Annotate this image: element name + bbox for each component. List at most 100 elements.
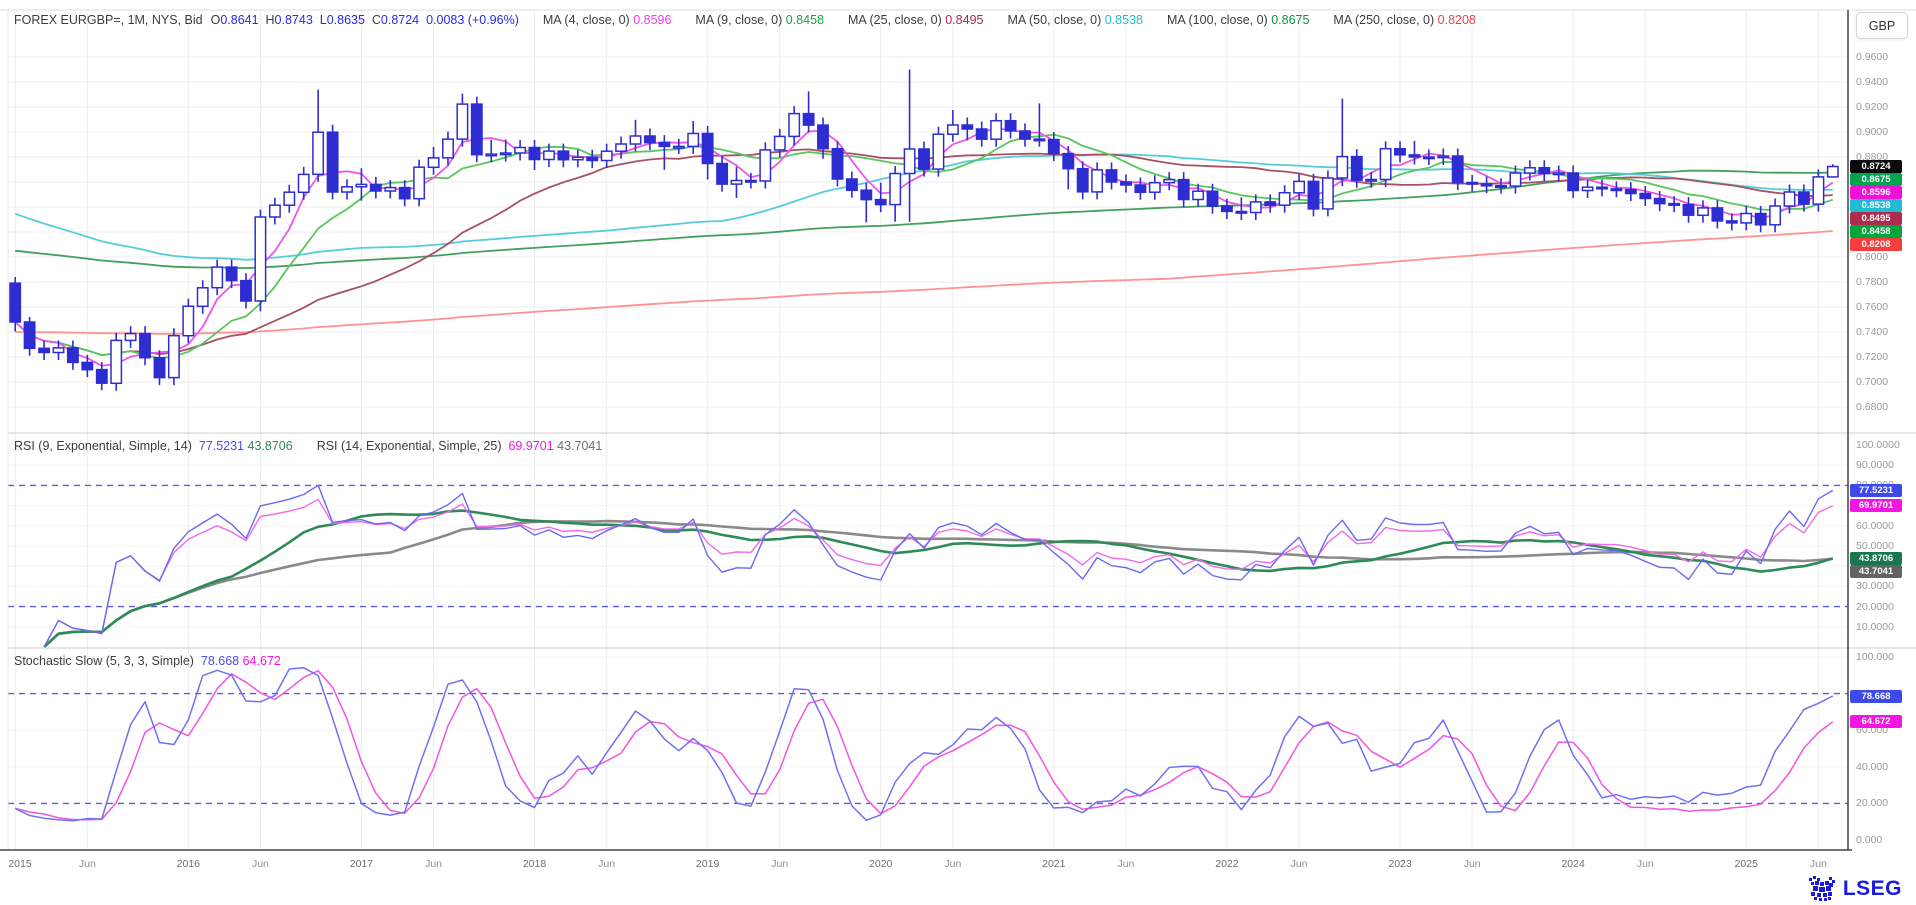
ohlc-letter: O [210,13,221,27]
ohlc-letter: H [265,13,275,27]
ohlc-item: L0.8635 [320,13,365,27]
rsi-value: 69.9701 [508,439,554,453]
rsi-badge: 43.8706 [1850,551,1902,565]
time-axis-tick-year: 2015 [8,858,32,870]
ohlc-value: 0.8635 [326,13,365,27]
ohlc-letter: L [319,13,327,27]
rsi-axis-tick: 50.0000 [1856,540,1894,552]
lseg-wordmark: LSEG [1842,876,1902,900]
time-axis-tick-jun: Jun [598,858,616,870]
rsi-axis-tick: 20.0000 [1856,600,1894,613]
instrument-title: FOREX EURGBP=, 1M, NYS, Bid [14,13,203,27]
rsi-axis-tick: 30.0000 [1856,580,1894,593]
price-badge: 0.8538 [1850,199,1902,212]
rsi-label: RSI (14, Exponential, Simple, 25) [316,439,505,453]
ma-label: MA (9, close, 0) [695,13,786,27]
rsi-badge: 77.5231 [1850,483,1902,497]
ohlc-value: 0.8743 [274,13,313,27]
time-axis-tick-jun: Jun [251,858,269,870]
stochastic-legend: Stochastic Slow (5, 3, 3, Simple) 78.668… [14,654,281,668]
time-axis-tick-jun: Jun [1290,858,1308,870]
price-axis-tick: 0.9200 [1856,101,1889,113]
stochastic-badge: 64.672 [1850,715,1902,729]
rsi-axis-tick: 100.0000 [1856,439,1900,451]
vertical-gridlines [14,10,1819,850]
time-axis-tick-jun: Jun [425,858,442,870]
price-axis-tick: 0.9000 [1856,126,1889,138]
stochastic-axis-tick: 20.000 [1856,797,1889,810]
stochastic-label: Stochastic Slow (5, 3, 3, Simple) [14,654,198,668]
time-axis-tick-year: 2024 [1561,858,1585,870]
main-chart-legend: FOREX EURGBP=, 1M, NYS, Bid O0.8641 H0.87… [14,13,1476,27]
spacer [259,13,266,27]
ma-label: MA (50, close, 0) [1007,13,1105,27]
rsi-axis-tick: 10.0000 [1856,620,1894,633]
rsi-axis-tick: 60.0000 [1856,519,1894,532]
price-axis-tick: 0.9400 [1856,76,1889,88]
ma-label: MA (4, close, 0) [542,13,634,27]
rsi-badge: 43.7041 [1850,564,1902,578]
ma-label: MA (100, close, 0) [1166,13,1272,27]
panel-borders [0,9,1916,851]
stochastic-value: 64.672 [242,654,281,668]
rsi-label: RSI (9, Exponential, Simple, 14) [14,439,196,453]
ohlc-value: 0.8641 [220,13,259,27]
price-badge: 0.8724 [1850,160,1902,173]
time-axis-tick-jun: Jun [771,858,789,870]
ohlc-item: O0.8641 [211,13,259,27]
stochastic-axis-tick: 100.000 [1856,651,1894,663]
time-axis-tick-jun: Jun [1463,858,1481,870]
rsi-legend: RSI (9, Exponential, Simple, 14) 77.5231… [14,439,602,453]
stochastic-lines [14,667,1834,822]
ma-value: 0.8208 [1437,13,1476,27]
price-axis-tick: 0.7600 [1856,301,1889,313]
ma-label: MA (250, close, 0) [1333,13,1438,27]
time-axis-tick-jun: Jun [944,858,962,870]
price-axis-tick: 0.8000 [1856,251,1889,263]
stochastic-axis-tick: 0.000 [1856,834,1883,846]
rsi-lines [43,484,1834,648]
time-axis-tick-jun: Jun [1636,858,1654,870]
ma-value: 0.8675 [1271,13,1310,27]
ma-value: 0.8538 [1104,13,1143,27]
time-axis-tick-jun: Jun [1117,858,1135,870]
price-badge: 0.8596 [1850,186,1902,199]
price-badge: 0.8208 [1850,238,1902,251]
time-axis-tick-year: 2021 [1042,858,1066,870]
price-axis-tick: 0.7400 [1856,326,1889,338]
price-badge: 0.8495 [1850,212,1902,225]
rsi-value: 43.8706 [247,439,293,453]
ma-value: 0.8495 [945,13,984,27]
main-gridlines [8,56,1848,408]
price-axis-tick: 0.9600 [1856,51,1889,63]
ma-value: 0.8596 [633,13,672,27]
stochastic-badge: 78.668 [1850,689,1902,703]
change-value: 0.0083 (+0.96%) [426,13,519,27]
time-axis-tick-year: 2018 [522,858,547,870]
rsi-value: 43.7041 [557,439,603,453]
time-axis-tick-year: 2025 [1734,858,1758,870]
rsi-axis-tick: 90.0000 [1856,459,1894,472]
ma-value: 0.8458 [785,13,824,27]
price-badge: 0.8458 [1850,225,1902,238]
lseg-crest-icon [1808,876,1835,901]
ohlc-item: C0.8724 [372,13,419,27]
price-axis-tick: 0.7000 [1856,376,1889,388]
spacer [313,13,320,27]
stochastic-axis-tick: 40.000 [1856,760,1889,773]
currency-axis-label: GBP [1868,18,1896,33]
stochastic-value: 78.668 [200,654,240,668]
rsi-value: 77.5231 [198,439,245,453]
candlestick-series [9,69,1839,391]
rsi-threshold-lines [8,484,1848,608]
currency-axis-button[interactable]: GBP [1856,12,1908,39]
time-axis-tick-year: 2016 [176,858,200,870]
stochastic-threshold-lines [8,692,1848,805]
time-axis-tick-year: 2022 [1215,858,1239,870]
price-axis-tick: 0.7800 [1856,276,1889,288]
ohlc-letter: C [371,13,381,27]
price-badge: 0.8675 [1850,173,1902,186]
ohlc-value: 0.8724 [380,13,420,27]
